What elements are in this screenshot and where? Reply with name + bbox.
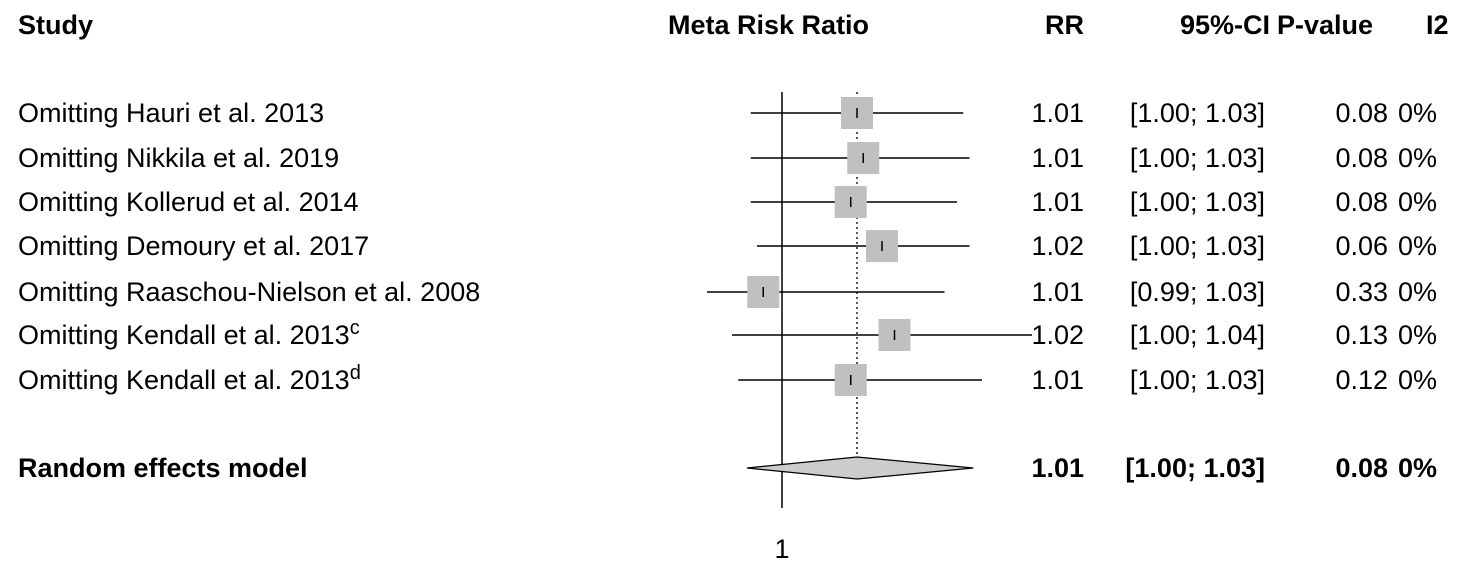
summary-label: Random effects model: [18, 453, 308, 483]
p-value: 0.08: [1335, 187, 1388, 217]
study-label: Omitting Demoury et al. 2017: [18, 231, 370, 261]
p-value: 0.33: [1335, 277, 1388, 307]
i2-value: 0%: [1398, 98, 1438, 128]
summary-p-value: 0.08: [1335, 453, 1388, 483]
study-label: Omitting Raaschou-Nielson et al. 2008: [18, 277, 481, 307]
rr-value: 1.01: [1031, 187, 1084, 217]
summary-ci-value: [1.00; 1.03]: [1125, 453, 1265, 483]
ci-value: [1.00; 1.03]: [1129, 365, 1265, 395]
rr-value: 1.01: [1031, 98, 1084, 128]
ci-value: [1.00; 1.03]: [1129, 143, 1265, 173]
rr-value: 1.02: [1031, 231, 1084, 261]
rr-value: 1.01: [1031, 143, 1084, 173]
i2-value: 0%: [1398, 187, 1438, 217]
ci-value: [1.00; 1.04]: [1129, 320, 1265, 350]
summary-diamond: [746, 456, 974, 480]
p-value: 0.06: [1335, 231, 1388, 261]
study-label: Omitting Hauri et al. 2013: [18, 98, 325, 128]
i2-value: 0%: [1398, 320, 1438, 350]
p-value: 0.08: [1335, 143, 1388, 173]
p-value: 0.12: [1335, 365, 1388, 395]
header-p-value: P-value: [1277, 10, 1374, 40]
i2-value: 0%: [1398, 277, 1438, 307]
summary-rr-value: 1.01: [1031, 453, 1084, 483]
ci-value: [1.00; 1.03]: [1129, 231, 1265, 261]
study-label: Omitting Kendall et al. 2013d: [18, 362, 361, 395]
p-value: 0.13: [1335, 320, 1388, 350]
ci-value: [1.00; 1.03]: [1129, 98, 1265, 128]
superscript-marker: d: [349, 362, 361, 384]
rr-value: 1.02: [1031, 320, 1084, 350]
header-rr: RR: [1045, 10, 1084, 40]
i2-value: 0%: [1398, 143, 1438, 173]
x-tick-label: 1: [774, 534, 790, 564]
header-ci: 95%-CI: [1179, 10, 1270, 40]
superscript-marker: c: [349, 317, 360, 339]
study-label: Omitting Nikkila et al. 2019: [18, 143, 340, 173]
ci-value: [1.00; 1.03]: [1129, 187, 1265, 217]
ci-value: [0.99; 1.03]: [1129, 277, 1265, 307]
i2-value: 0%: [1398, 365, 1438, 395]
header-study: Study: [18, 10, 94, 40]
header-plot-title: Meta Risk Ratio: [668, 10, 870, 40]
study-label: Omitting Kollerud et al. 2014: [18, 187, 359, 217]
summary-i2-value: 0%: [1398, 453, 1438, 483]
study-label: Omitting Kendall et al. 2013c: [18, 317, 360, 350]
p-value: 0.08: [1335, 98, 1388, 128]
header-i2: I2: [1426, 10, 1449, 40]
rr-value: 1.01: [1031, 277, 1084, 307]
rr-value: 1.01: [1031, 365, 1084, 395]
i2-value: 0%: [1398, 231, 1438, 261]
